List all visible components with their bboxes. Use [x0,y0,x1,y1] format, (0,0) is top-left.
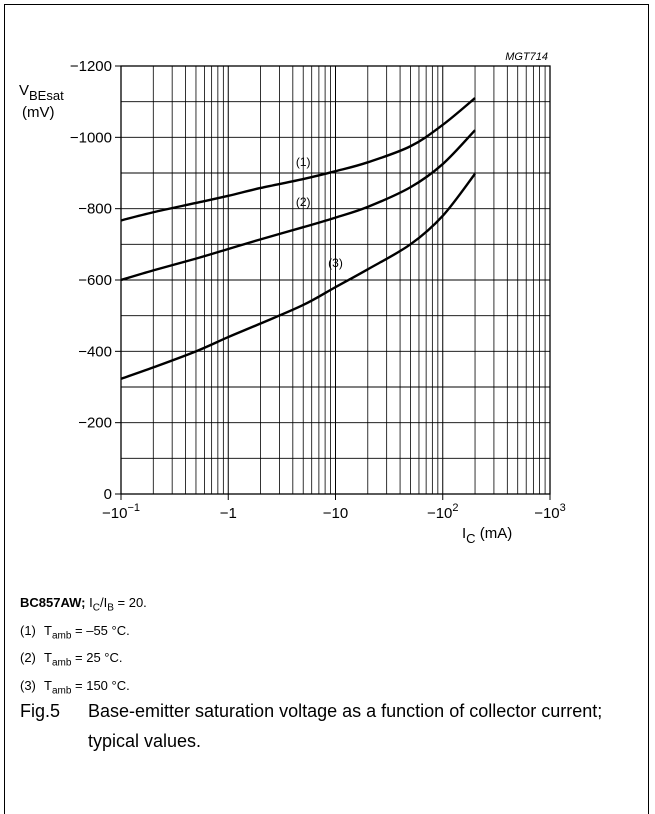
cond-ic-sub: C [92,602,100,614]
y-tick-label: −400 [78,343,112,360]
note-item-1: (1) Tamb = –55 °C. [20,620,147,648]
note-t-sub: amb [51,685,72,697]
figure-code: MGT714 [505,51,548,63]
y-tick-label: 0 [104,486,112,503]
y-tick-label: −1000 [70,129,112,146]
note-item-3: (3) Tamb = 150 °C. [20,675,147,703]
note-number: (2) [20,650,36,666]
note-value: = –55 °C. [71,622,130,638]
figure-number: Fig.5 [20,701,61,721]
y-tick-label: −200 [78,415,112,432]
x-tick-label: −10−1 [102,502,140,522]
device-name: BC857AW; [20,595,86,610]
figure-caption: Fig.5 Base-emitter saturation voltage as… [20,696,628,756]
series-line-1 [120,97,476,222]
cond-ib-sub: B [107,602,114,614]
figure-caption-text: Base-emitter saturation voltage as a fun… [88,701,603,751]
note-value: = 25 °C. [71,650,123,666]
note-t-sub: amb [51,657,72,669]
note-t: T [44,677,52,693]
y-tick-label: −1200 [70,58,112,75]
chart-notes: BC857AW; IC/IB = 20. (1) Tamb = –55 °C. … [20,592,147,702]
note-t-sub: amb [51,630,72,642]
x-tick-label: −10 [323,505,348,522]
x-axis-label: IC (mA) [462,525,512,546]
x-tick-label: −1 [220,505,237,522]
series-line-2 [120,129,476,282]
figure-frame [4,4,649,814]
cond-ic: I [89,595,93,610]
notes-conditions: BC857AW; IC/IB = 20. [20,592,147,620]
note-t: T [44,650,52,666]
chart: 0 −200 −400 −600 −800 −1000 −1200 −10−1 −1 −10 −10… [19,51,566,546]
note-item-2: (2) Tamb = 25 °C. [20,647,147,675]
cond-ratio: = 20. [113,595,147,610]
series-label-2: (2) [296,195,311,209]
series-label-1: (1) [296,155,311,169]
y-axis-unit: (mV) [22,104,55,121]
x-tick-label: −103 [534,502,566,522]
note-number: (1) [20,622,36,638]
note-number: (3) [20,677,36,693]
cond-ib: /I [100,595,108,610]
note-t: T [44,622,52,638]
note-value: = 150 °C. [71,677,130,693]
series-line-3 [120,172,476,380]
series-label-3: (3) [328,256,343,270]
x-tick-label: −102 [427,502,459,522]
y-tick-label: −600 [78,272,112,289]
y-tick-label: −800 [78,201,112,218]
y-axis-label: VBEsat [19,82,64,103]
